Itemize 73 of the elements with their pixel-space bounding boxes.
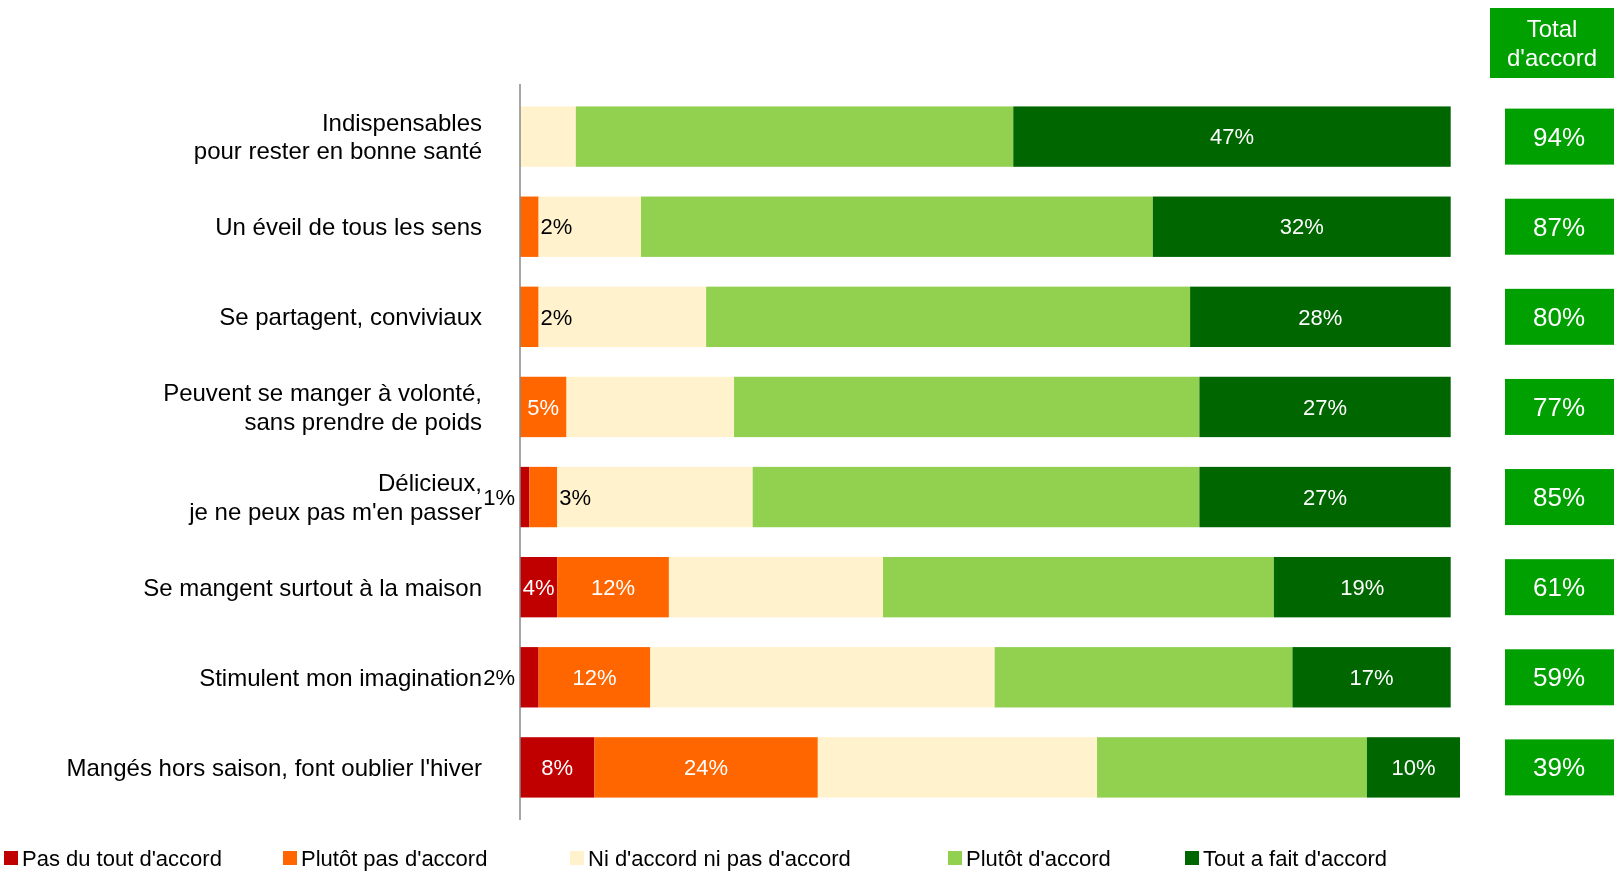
bar: [1097, 737, 1367, 798]
y-tick-label: Indispensables pour rester en bonne santé: [193, 108, 482, 165]
bar: [752, 466, 1200, 528]
bar: [529, 466, 558, 528]
legend-label: Ni d'accord ni pas d'accord: [588, 845, 851, 871]
data-label: 2%: [540, 304, 573, 330]
bar: [1199, 466, 1451, 528]
bar: [882, 556, 1274, 618]
data-label: 2%: [540, 214, 573, 240]
data-label: 12%: [591, 574, 636, 600]
bar: [520, 286, 539, 348]
bar: [1199, 376, 1451, 438]
text: 61%: [1532, 572, 1586, 603]
bar: [1366, 737, 1460, 798]
text: 85%: [1532, 482, 1586, 513]
bar: [1013, 106, 1451, 167]
bar: [520, 647, 539, 708]
bar: [1152, 196, 1451, 257]
bar: [520, 737, 595, 798]
data-label: 19%: [1340, 574, 1385, 600]
bar: [734, 376, 1200, 438]
bar: [1292, 647, 1451, 708]
data-label: 10%: [1391, 755, 1436, 781]
y-tick-label: Se mangent surtout à la maison: [143, 573, 482, 601]
text: 39%: [1532, 752, 1586, 783]
bar: [1190, 286, 1451, 348]
data-label: 47%: [1209, 124, 1254, 150]
text: 59%: [1532, 662, 1586, 693]
text: 87%: [1532, 211, 1586, 242]
data-label: 8%: [541, 755, 574, 781]
bar: [566, 376, 735, 438]
data-label: 4%: [522, 574, 555, 600]
bar: [575, 106, 1014, 167]
bar: [538, 196, 641, 257]
bar: [1273, 556, 1451, 618]
bar: [706, 286, 1191, 348]
bar: [520, 196, 539, 257]
data-label: 28%: [1298, 304, 1343, 330]
data-label: 27%: [1303, 484, 1348, 510]
y-tick-label: Se partagent, conviviaux: [219, 303, 482, 331]
y-tick-label: Stimulent mon imagination: [199, 663, 482, 691]
text: 77%: [1532, 392, 1586, 423]
bar: [557, 556, 669, 618]
bar: [538, 286, 707, 348]
bar: [994, 647, 1293, 708]
data-label: 5%: [527, 394, 560, 420]
data-label: 32%: [1279, 214, 1324, 240]
y-tick-label: Mangés hors saison, font oublier l'hiver: [66, 753, 482, 781]
y-tick-label: Délicieux, je ne peux pas m'en passer: [188, 469, 482, 525]
data-label: 1%: [483, 484, 515, 510]
y-tick-label: Un éveil de tous les sens: [215, 213, 482, 241]
legend-label: Plutôt d'accord: [966, 845, 1111, 871]
bar: [650, 647, 995, 708]
legend-label: Plutôt pas d'accord: [301, 845, 488, 871]
bar: [640, 196, 1153, 257]
data-label: 2%: [483, 664, 515, 690]
legend-label: Tout a fait d'accord: [1203, 845, 1387, 871]
bar: [520, 106, 576, 167]
bar: [538, 647, 651, 708]
text: 80%: [1532, 301, 1586, 332]
y-tick-label: Peuvent se manger à volonté, sans prendre de poids: [163, 378, 482, 435]
bar: [594, 737, 818, 798]
text: 94%: [1532, 121, 1586, 152]
bar: [817, 737, 1098, 798]
data-label: 27%: [1303, 394, 1348, 420]
text: Total d'accord: [1507, 15, 1597, 71]
legend-label: Pas du tout d'accord: [22, 845, 222, 871]
data-label: 3%: [559, 484, 592, 510]
data-label: 12%: [572, 664, 617, 690]
bar: [668, 556, 883, 618]
bar: [557, 466, 753, 528]
data-label: 24%: [684, 755, 729, 781]
data-label: 17%: [1349, 664, 1394, 690]
